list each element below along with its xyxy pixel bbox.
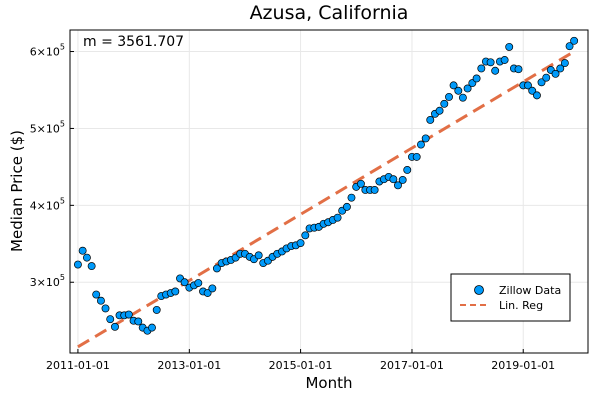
x-tick-label: 2013-01-01: [157, 359, 221, 372]
data-point: [528, 86, 537, 95]
x-tick-label: 2011-01-01: [46, 359, 110, 372]
plot-frame: [69, 29, 589, 354]
x-axis-label: Month: [305, 374, 352, 392]
data-point: [87, 262, 96, 271]
y-axis-label: Median Price ($): [8, 130, 26, 252]
data-point: [124, 310, 133, 319]
data-point: [435, 106, 444, 115]
data-point: [254, 251, 263, 260]
data-point: [106, 315, 115, 324]
y-tick-base: 6×10: [30, 46, 60, 59]
data-point: [449, 81, 458, 90]
data-point: [398, 176, 407, 184]
data-point: [524, 81, 532, 90]
legend-box: [450, 273, 571, 322]
data-point: [491, 66, 500, 75]
y-tick-base: 4×10: [30, 199, 60, 212]
data-point: [208, 284, 217, 293]
data-point: [148, 323, 156, 332]
y-tick-exponent: 5: [60, 119, 65, 128]
legend-label-zillow: Zillow Data: [499, 284, 561, 297]
data-point: [440, 99, 449, 108]
data-point: [180, 278, 189, 287]
y-tick-base: 5×10: [30, 122, 60, 135]
data-point: [342, 202, 351, 211]
data-point: [565, 42, 574, 51]
data-point: [532, 91, 541, 100]
data-point: [82, 253, 91, 262]
data-point: [417, 140, 425, 149]
data-point: [301, 231, 310, 240]
data-point: [171, 287, 180, 296]
regression-line: [77, 50, 575, 349]
data-point: [537, 78, 546, 87]
data-point: [472, 74, 481, 83]
series-layer: [73, 36, 579, 349]
y-tick-label: 3×105: [30, 273, 65, 289]
data-point: [570, 36, 579, 45]
grid-layer: [70, 30, 588, 353]
data-point: [426, 116, 435, 124]
data-point: [463, 84, 472, 93]
data-point: [134, 317, 143, 326]
data-point: [486, 58, 495, 67]
data-point: [477, 64, 486, 73]
data-point: [296, 239, 305, 247]
data-point: [356, 179, 365, 188]
data-point: [333, 213, 342, 222]
data-point: [78, 246, 87, 255]
data-point: [73, 260, 82, 269]
y-tick-label: 5×105: [30, 119, 65, 135]
data-point: [96, 296, 105, 305]
data-point: [370, 186, 379, 194]
data-point: [445, 92, 453, 101]
x-tick-label: 2015-01-01: [269, 359, 333, 372]
data-point: [412, 152, 421, 161]
legend: Zillow Data Lin. Reg: [450, 273, 571, 322]
data-point: [421, 134, 430, 143]
data-point: [403, 166, 412, 174]
legend-label-linreg: Lin. Reg: [499, 299, 543, 312]
y-tick-label: 6×105: [30, 43, 65, 59]
y-tick-base: 3×10: [30, 276, 60, 289]
data-point: [212, 264, 221, 273]
data-point: [458, 93, 467, 102]
chart-title: Azusa, California: [250, 2, 409, 24]
y-tick-label: 4×105: [30, 196, 65, 212]
data-point: [542, 73, 551, 82]
data-point: [92, 290, 101, 299]
x-tick-label: 2019-01-01: [491, 359, 555, 372]
data-point: [556, 64, 565, 73]
y-tick-exponent: 5: [60, 273, 65, 282]
x-tick-label: 2017-01-01: [380, 359, 444, 372]
data-point: [203, 289, 212, 297]
data-point: [505, 42, 514, 51]
data-point: [560, 59, 569, 68]
slope-annotation: m = 3561.707: [83, 34, 184, 50]
data-point: [454, 86, 463, 95]
x-tick-layer: 2011-01-01 2013-01-01 2015-01-01 2017-01-01…: [46, 349, 555, 372]
data-point: [194, 279, 203, 287]
data-point: [389, 175, 398, 184]
data-point: [514, 65, 523, 74]
y-tick-exponent: 5: [60, 196, 65, 205]
data-point: [347, 193, 356, 202]
data-point: [500, 56, 509, 64]
legend-marker-zillow: [474, 285, 484, 295]
data-point: [551, 69, 560, 78]
data-point: [111, 322, 119, 331]
data-point: [394, 181, 402, 190]
data-point: [101, 304, 110, 313]
data-point: [152, 305, 161, 314]
y-tick-exponent: 5: [60, 43, 65, 52]
